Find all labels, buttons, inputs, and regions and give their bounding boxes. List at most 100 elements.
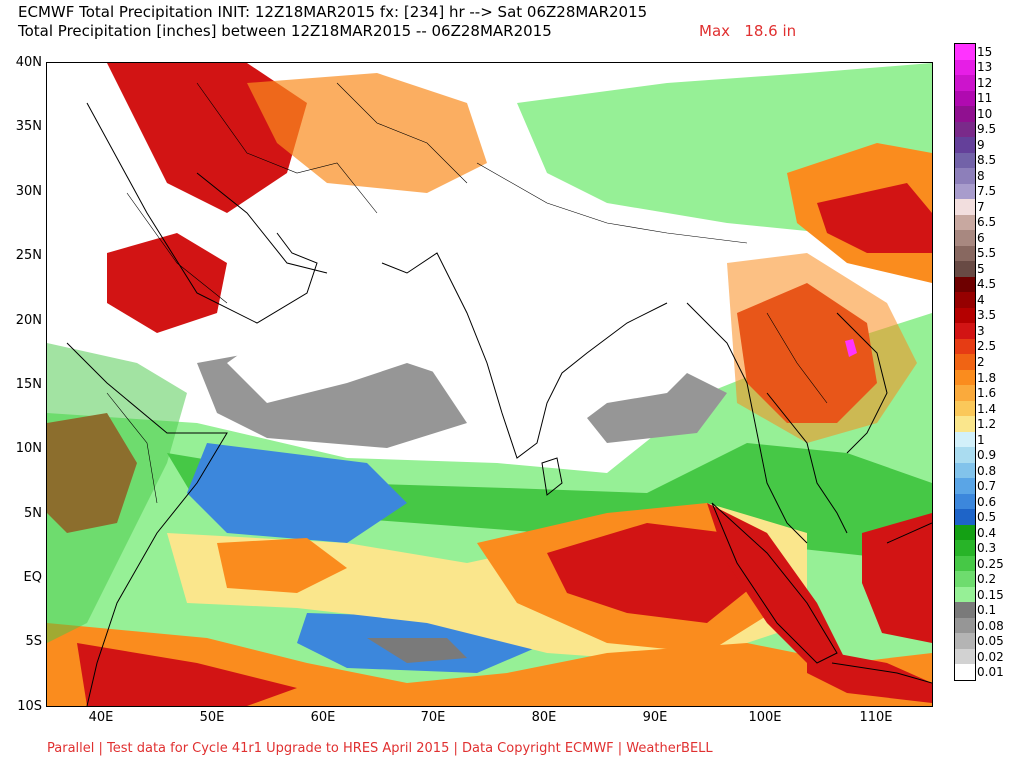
coast-vietnam xyxy=(836,312,888,454)
legend-label: 0.01 xyxy=(977,665,1004,680)
legend-label: 0.05 xyxy=(977,634,1004,649)
legend-label: 6 xyxy=(977,230,985,245)
lon-label: 70E xyxy=(420,710,446,725)
legend-label: 0.1 xyxy=(977,603,997,618)
precipitation-map xyxy=(46,62,933,707)
lat-label: 5N xyxy=(24,506,42,521)
border-arabia xyxy=(126,192,228,304)
blue-band xyxy=(187,443,407,543)
lon-label: 50E xyxy=(199,710,225,725)
legend-label: 2.5 xyxy=(977,339,997,354)
legend-label: 9.5 xyxy=(977,122,997,137)
lat-label: 5S xyxy=(25,634,42,649)
legend-label: 15 xyxy=(977,44,993,59)
lat-label: 40N xyxy=(15,55,42,70)
lon-label: 40E xyxy=(88,710,114,725)
lat-label: 15N xyxy=(15,377,42,392)
legend-swatch xyxy=(955,245,975,262)
lat-label: EQ xyxy=(23,570,42,585)
legend-swatch xyxy=(955,416,975,433)
legend-swatch xyxy=(955,214,975,231)
legend-label: 11 xyxy=(977,91,993,106)
java-red xyxy=(807,648,932,703)
legend-label: 0.25 xyxy=(977,556,1004,571)
legend-label: 1.6 xyxy=(977,386,997,401)
lat-label: 35N xyxy=(15,119,42,134)
legend-label: 1 xyxy=(977,432,985,447)
legend-label: 0.7 xyxy=(977,479,997,494)
border-afghan xyxy=(336,82,468,184)
legend-swatch xyxy=(955,617,975,634)
lon-label: 110E xyxy=(859,710,893,725)
coast-africa xyxy=(66,342,228,706)
legend-label: 7.5 xyxy=(977,184,997,199)
south-darkred-band xyxy=(77,643,297,706)
iran-orange xyxy=(247,73,487,193)
legend-label: 0.9 xyxy=(977,448,997,463)
legend-swatch xyxy=(955,447,975,464)
legend-label: 1.2 xyxy=(977,417,997,432)
legend-label: 0.8 xyxy=(977,463,997,478)
legend-label: 8 xyxy=(977,168,985,183)
legend-label: 1.4 xyxy=(977,401,997,416)
legend-swatch xyxy=(955,509,975,526)
legend-label: 0.5 xyxy=(977,510,997,525)
coast-java xyxy=(831,662,932,684)
legend-label: 2 xyxy=(977,355,985,369)
legend-swatch xyxy=(955,106,975,123)
magenta-maximum xyxy=(845,339,857,357)
legend-swatch xyxy=(955,261,975,278)
legend-swatch xyxy=(955,59,975,76)
border-seasia xyxy=(766,312,828,404)
dry-india xyxy=(227,193,697,463)
coast-sumatra xyxy=(711,502,838,664)
africa-green xyxy=(47,343,187,643)
legend-swatch xyxy=(955,524,975,541)
legend-label: 5.5 xyxy=(977,246,997,261)
legend-swatch xyxy=(955,44,975,60)
legend-swatch xyxy=(955,292,975,309)
border-himalaya xyxy=(476,162,748,244)
indochina-orange xyxy=(727,253,917,443)
legend-swatch xyxy=(955,478,975,495)
lon-label: 90E xyxy=(642,710,668,725)
legend-label: 8.5 xyxy=(977,153,997,168)
legend-label: 10 xyxy=(977,106,993,121)
legend-swatch xyxy=(955,230,975,247)
sumatra-red xyxy=(707,503,847,673)
lat-label: 30N xyxy=(15,184,42,199)
borders xyxy=(106,82,828,504)
legend-label: 5 xyxy=(977,261,985,276)
legend-swatch xyxy=(955,168,975,185)
legend-swatch xyxy=(955,602,975,619)
coast-srilanka xyxy=(541,457,563,496)
coast-india xyxy=(381,252,668,459)
legend-label: 6.5 xyxy=(977,215,997,230)
borneo-red xyxy=(862,513,932,643)
legend-label: 13 xyxy=(977,60,993,75)
legend-label: 0.2 xyxy=(977,572,997,587)
gray-patch-south xyxy=(367,638,467,663)
legend-label: 9 xyxy=(977,137,985,152)
coast-borneo xyxy=(886,522,932,544)
legend-swatch xyxy=(955,75,975,92)
legend-swatch xyxy=(955,555,975,572)
legend-swatch xyxy=(955,137,975,154)
legend-swatch xyxy=(955,307,975,324)
legend-swatch xyxy=(955,664,975,681)
max-value-label: Max 18.6 in xyxy=(699,22,797,40)
legend-label: 12 xyxy=(977,75,993,90)
legend-swatch xyxy=(955,493,975,510)
lon-label: 100E xyxy=(748,710,782,725)
coast-malay xyxy=(766,392,848,534)
legend-swatch xyxy=(955,121,975,138)
legend-swatch xyxy=(955,586,975,603)
legend-swatch xyxy=(955,571,975,588)
legend-label: 4 xyxy=(977,292,985,307)
legend-swatch xyxy=(955,385,975,402)
arabia-red xyxy=(107,233,227,333)
legend-label: 3 xyxy=(977,323,985,338)
legend-label: 3.5 xyxy=(977,308,997,323)
legend-swatch xyxy=(955,354,975,371)
border-horn xyxy=(106,392,158,504)
